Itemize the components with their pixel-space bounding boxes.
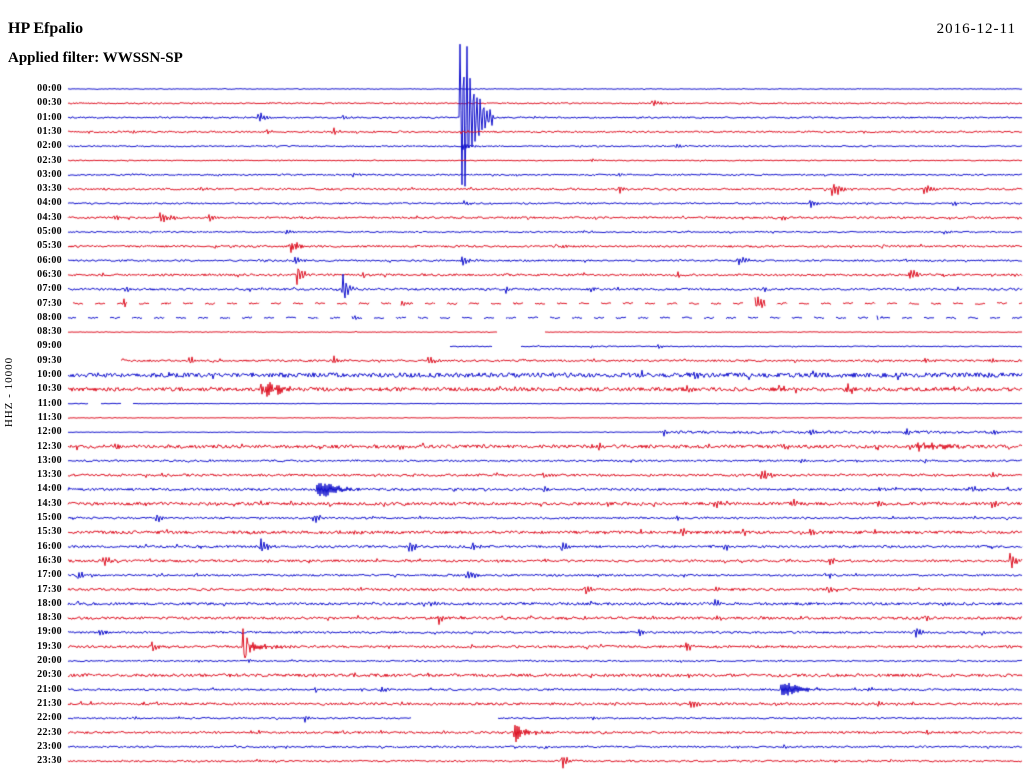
time-label: 18:00: [37, 597, 62, 609]
time-label: 15:30: [37, 526, 62, 538]
time-label: 23:00: [37, 740, 62, 752]
time-label: 08:30: [37, 326, 62, 338]
time-label: 17:00: [37, 569, 62, 581]
time-label: 10:00: [37, 368, 62, 380]
time-label: 17:30: [37, 583, 62, 595]
time-label: 23:30: [37, 755, 62, 767]
time-label: 20:00: [37, 654, 62, 666]
time-label: 11:30: [37, 411, 62, 423]
time-label: 01:30: [37, 125, 62, 137]
time-label: 03:30: [37, 183, 62, 195]
time-label: 08:00: [37, 311, 62, 323]
time-label: 20:30: [37, 669, 62, 681]
time-label: 12:30: [37, 440, 62, 452]
time-label: 21:30: [37, 697, 62, 709]
time-label: 14:00: [37, 483, 62, 495]
time-label: 00:00: [37, 82, 62, 94]
filter-label: Applied filter: WWSSN-SP: [8, 50, 183, 66]
time-label: 00:30: [37, 97, 62, 109]
time-label: 11:00: [37, 397, 62, 409]
time-label: 10:30: [37, 383, 62, 395]
time-label: 07:00: [37, 283, 62, 295]
time-label: 04:00: [37, 197, 62, 209]
time-label: 01:00: [37, 111, 62, 123]
time-label: 07:30: [37, 297, 62, 309]
time-label: 16:00: [37, 540, 62, 552]
station-title: HP Efpalio: [8, 20, 84, 37]
time-label: 05:00: [37, 225, 62, 237]
time-label: 02:30: [37, 154, 62, 166]
time-label: 19:30: [37, 640, 62, 652]
time-label: 13:30: [37, 469, 62, 481]
time-label: 05:30: [37, 240, 62, 252]
time-label: 19:00: [37, 626, 62, 638]
time-label: 12:00: [37, 426, 62, 438]
time-label: 18:30: [37, 612, 62, 624]
time-label: 09:00: [37, 340, 62, 352]
time-label: 06:00: [37, 254, 62, 266]
time-label: 22:00: [37, 712, 62, 724]
time-label: 09:30: [37, 354, 62, 366]
time-label: 14:30: [37, 497, 62, 509]
time-label: 13:00: [37, 454, 62, 466]
time-label: 02:00: [37, 140, 62, 152]
time-label: 03:00: [37, 168, 62, 180]
time-label: 21:00: [37, 683, 62, 695]
time-label: 16:30: [37, 554, 62, 566]
time-label: 22:30: [37, 726, 62, 738]
time-label: 04:30: [37, 211, 62, 223]
time-label: 06:30: [37, 268, 62, 280]
record-date: 2016-12-11: [936, 21, 1016, 37]
time-label: 15:00: [37, 511, 62, 523]
